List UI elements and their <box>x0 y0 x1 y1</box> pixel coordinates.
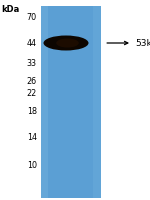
Text: 26: 26 <box>27 76 37 86</box>
Ellipse shape <box>44 36 88 50</box>
Text: 22: 22 <box>27 90 37 98</box>
Bar <box>93 6 100 198</box>
Text: 33: 33 <box>27 60 37 68</box>
Text: 70: 70 <box>27 12 37 21</box>
Ellipse shape <box>56 38 79 47</box>
Text: kDa: kDa <box>2 5 20 14</box>
Bar <box>40 6 100 198</box>
Bar <box>40 6 48 198</box>
Text: 53kDa: 53kDa <box>135 38 150 47</box>
Text: 18: 18 <box>27 107 37 116</box>
Text: 44: 44 <box>27 38 37 47</box>
Text: 14: 14 <box>27 132 37 142</box>
Text: 10: 10 <box>27 160 37 170</box>
